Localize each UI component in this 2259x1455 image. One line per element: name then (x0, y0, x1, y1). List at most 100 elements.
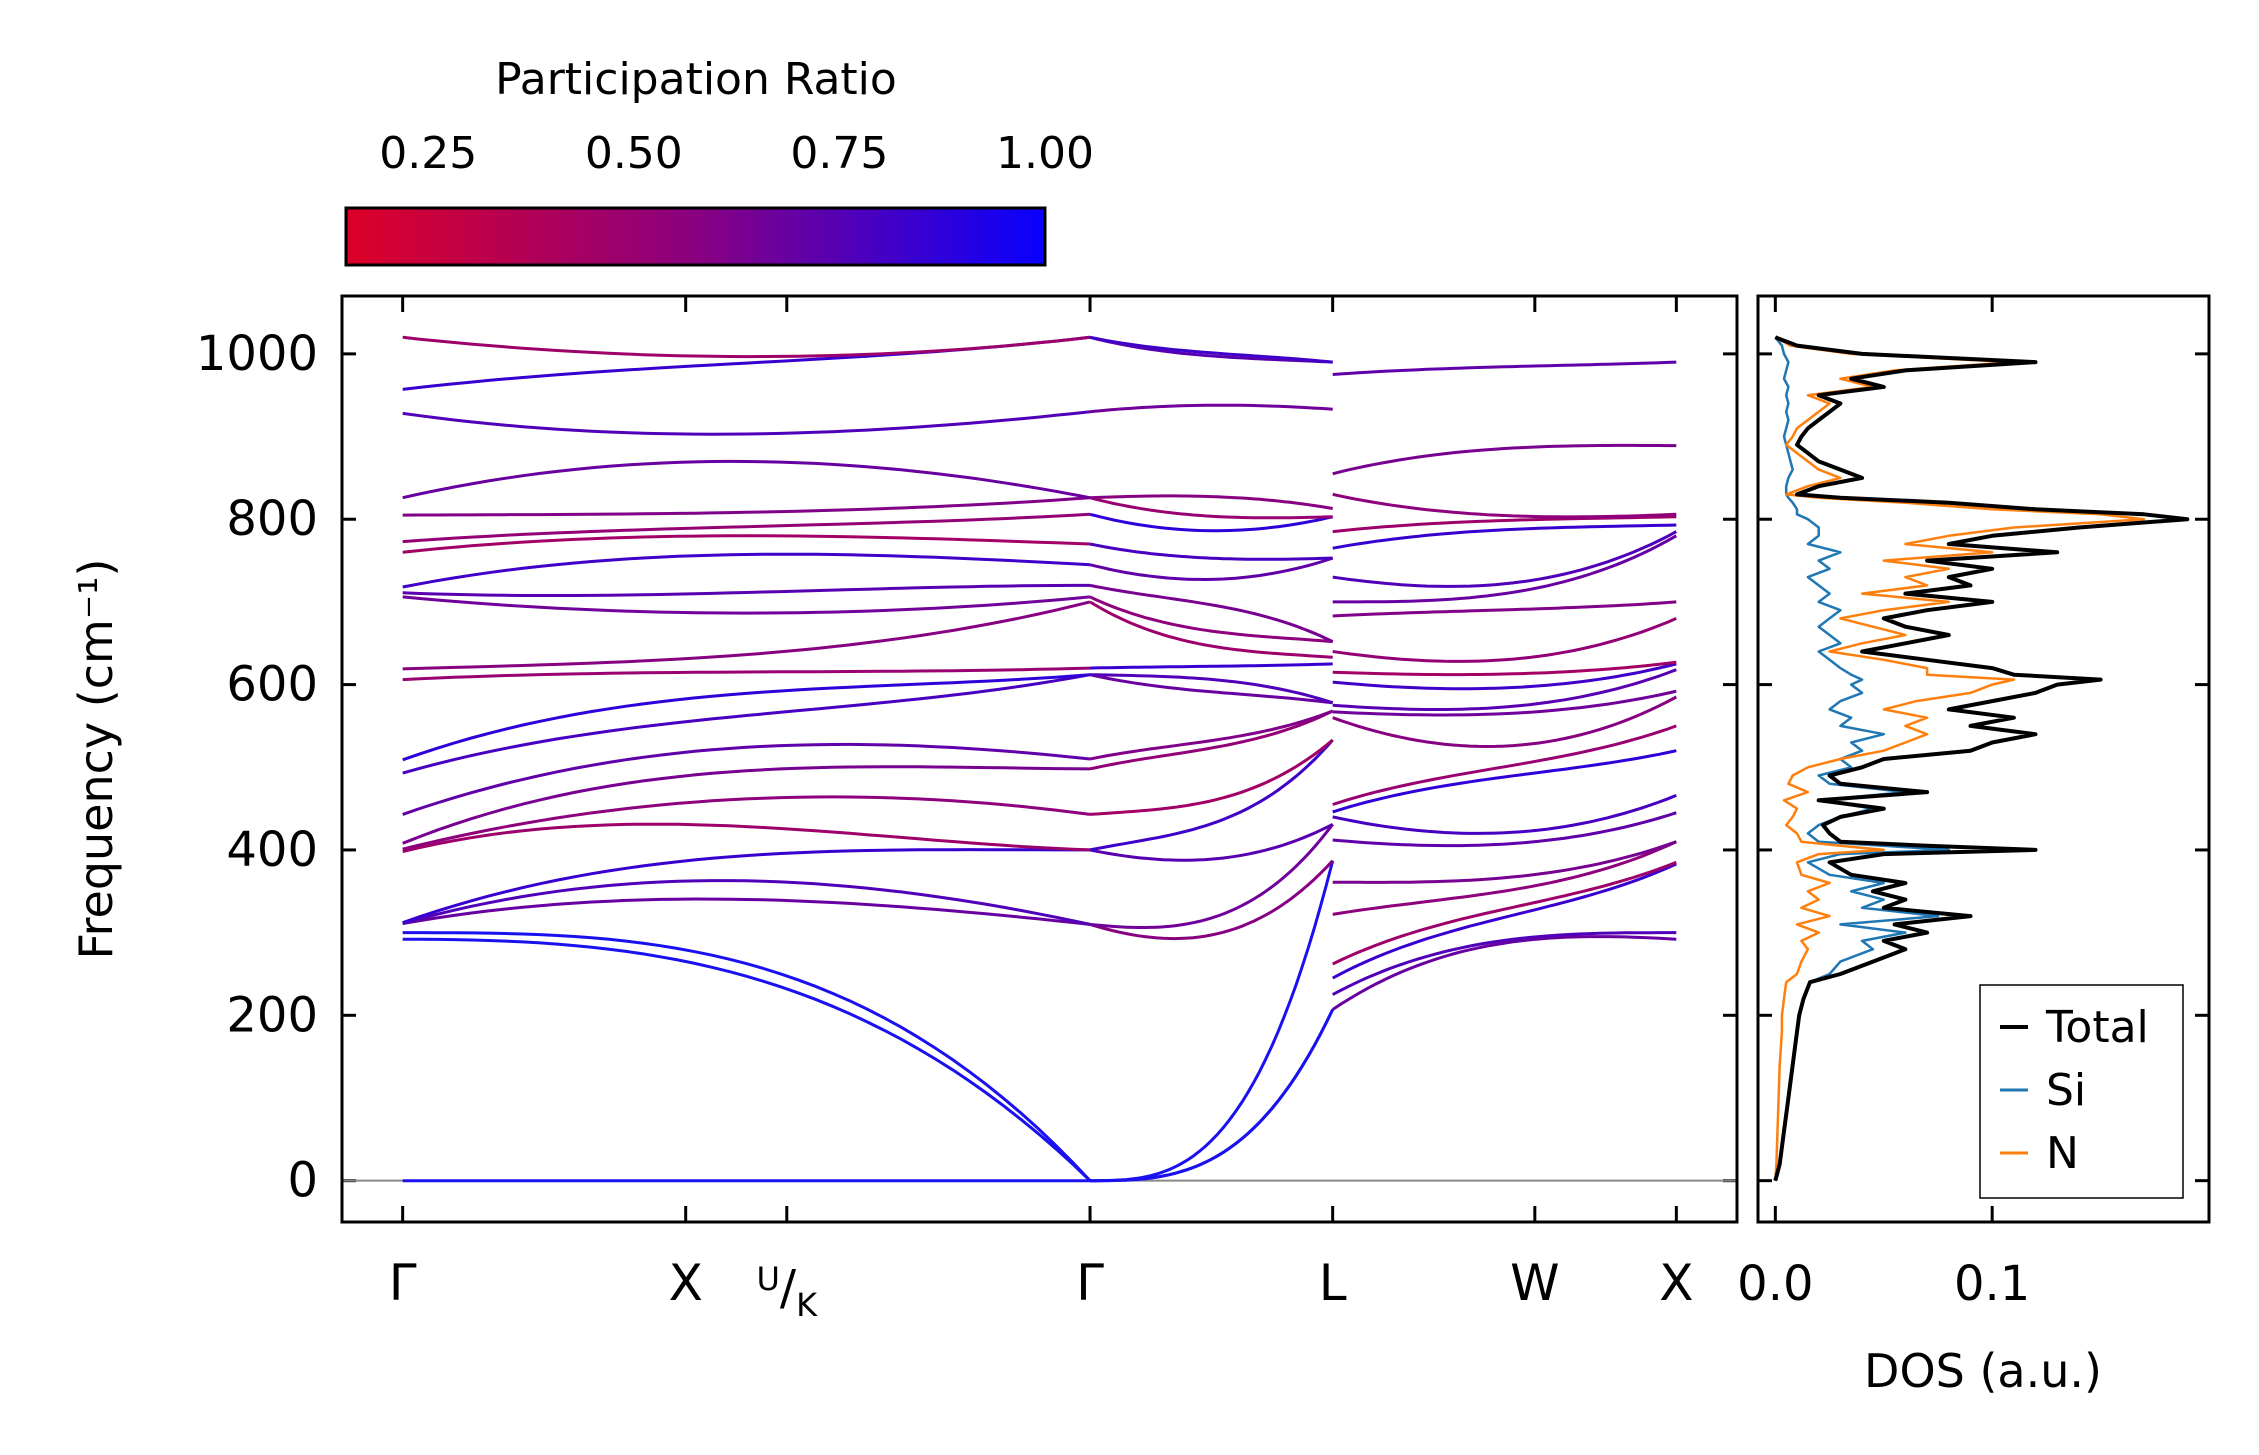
k-label-sub: K (796, 1286, 818, 1324)
band-line (1331, 862, 1677, 980)
band-line (1332, 662, 1677, 691)
band-line (1331, 931, 1677, 996)
band-line (1332, 840, 1677, 884)
band-line (402, 931, 1092, 1182)
band-line (1332, 515, 1677, 534)
band-structure-panel: Frequency (cm⁻¹) 0 200 400 600 800 1000 Γ X U/K… (69, 294, 1739, 1324)
band-line (402, 534, 1091, 554)
legend-items: Total Si N (2000, 1002, 2149, 1179)
band-line (1332, 523, 1677, 550)
dos-panel: 0.0 0.1 DOS (a.u.) Total Si N (1737, 294, 2211, 1398)
phonon-bands (402, 335, 1678, 1183)
band-line (402, 595, 1091, 615)
band-line (1332, 443, 1677, 476)
band-line (1332, 534, 1678, 604)
band-plot-frame (340, 294, 1739, 1224)
band-line (402, 879, 1091, 926)
dos-plot-frame (1756, 294, 2211, 1224)
band-line (1332, 492, 1677, 519)
y-tick-label: 400 (226, 822, 318, 878)
k-point-ticks: Γ X U/K Γ L W X (389, 296, 1693, 1324)
band-line (1089, 709, 1334, 761)
band-line (1090, 860, 1335, 1183)
band-line (1089, 673, 1334, 705)
dos-x-axis-label: DOS (a.u.) (1864, 1344, 2102, 1398)
colorbar-label: Participation Ratio (495, 54, 897, 105)
legend-label-total: Total (2045, 1002, 2149, 1053)
dos-x-tick-label: 0.0 (1737, 1256, 1813, 1312)
colorbar-tick-label: 0.50 (585, 128, 683, 179)
band-line (1089, 335, 1333, 364)
band-line (1332, 530, 1678, 588)
band-line (402, 583, 1090, 597)
band-line (1089, 556, 1334, 582)
band-line (402, 673, 1091, 762)
band-line (1332, 689, 1677, 717)
band-line (402, 937, 1092, 1182)
band-line (402, 795, 1091, 851)
band-line (402, 822, 1091, 854)
legend-label-n: N (2046, 1128, 2079, 1179)
band-line (402, 600, 1091, 671)
band-line (1332, 794, 1677, 835)
band-line (402, 459, 1091, 500)
band-line (402, 897, 1091, 926)
dos-ticks: 0.0 0.1 (1737, 296, 2209, 1312)
band-line (1332, 840, 1677, 916)
band-line (1089, 709, 1334, 771)
k-point-label: Γ (1076, 1254, 1104, 1312)
colorbar-tick-label: 0.75 (790, 128, 888, 179)
band-line (1089, 600, 1333, 659)
band-line (1332, 749, 1677, 814)
k-label-sup: U (756, 1260, 779, 1298)
band-line (1089, 335, 1333, 364)
band-line (1089, 662, 1333, 670)
band-line (1089, 512, 1334, 533)
dos-curves (1773, 335, 2190, 1182)
k-point-label: X (669, 1254, 703, 1312)
y-tick-label: 800 (226, 491, 318, 547)
band-line (402, 410, 1091, 436)
band-line (1089, 859, 1334, 941)
band-line (402, 496, 1091, 517)
band-line (1089, 583, 1334, 643)
band-line (1332, 617, 1677, 663)
dos-curve-si (1774, 336, 1951, 1182)
legend-label-si: Si (2046, 1065, 2086, 1116)
colorbar-gradient (344, 206, 1047, 267)
band-line (1331, 935, 1677, 1011)
band-line (402, 512, 1091, 544)
colorbar-ticks: 0.25 0.50 0.75 1.00 (379, 128, 1094, 265)
band-line (402, 666, 1091, 682)
band-line (1332, 668, 1677, 711)
band-line (402, 848, 1090, 925)
band-line (1089, 823, 1334, 929)
band-line (402, 742, 1091, 816)
band-line (1089, 496, 1333, 520)
y-tick-label: 0 (287, 1153, 318, 1209)
k-point-label: X (1659, 1254, 1693, 1312)
band-line (1089, 595, 1333, 644)
band-line (1089, 822, 1334, 862)
band-line (402, 552, 1091, 589)
band-line (1332, 695, 1678, 749)
y-tick-label: 200 (226, 987, 318, 1043)
band-line (1089, 738, 1334, 816)
colorbar: Participation Ratio 0.25 0.50 0.75 1.00 (344, 54, 1094, 267)
dos-curve-n (1774, 336, 2146, 1181)
band-line (1332, 660, 1677, 677)
band-line (1332, 811, 1677, 848)
band-line (1089, 494, 1333, 510)
dos-curve-total (1773, 335, 2190, 1182)
band-line (1332, 860, 1677, 966)
dos-legend: Total Si N (1979, 984, 2184, 1199)
k-point-label: L (1319, 1254, 1347, 1312)
k-label-slash: / (780, 1260, 797, 1316)
dos-x-tick-label: 0.1 (1954, 1256, 2030, 1312)
band-line (1332, 600, 1677, 618)
band-line (1089, 673, 1333, 705)
band-line (1090, 1008, 1335, 1183)
band-line (402, 335, 1091, 391)
band-line (402, 335, 1091, 359)
